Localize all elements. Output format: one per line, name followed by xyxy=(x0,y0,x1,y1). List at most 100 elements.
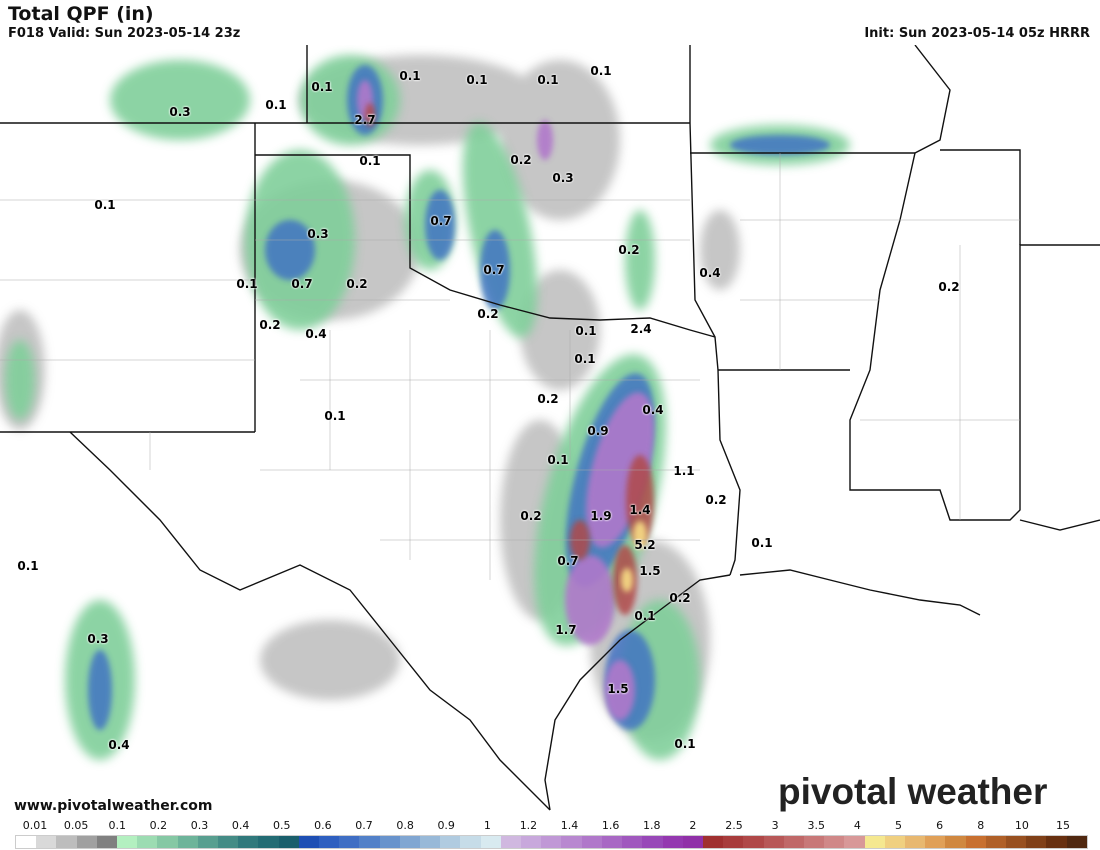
legend-label: 15 xyxy=(1056,819,1070,832)
qpf-label: 0.1 xyxy=(466,73,488,87)
legend-label: 0.01 xyxy=(22,819,48,832)
state-borders xyxy=(0,44,1100,811)
legend-label: 0.4 xyxy=(231,819,250,832)
legend-swatch xyxy=(197,836,219,848)
legend-labels: 0.01 0.05 0.1 0.2 0.3 0.4 0.5 0.6 0.7 0.8 0.9 1 1.2 1… xyxy=(0,819,1100,834)
legend-label: 1 xyxy=(483,819,491,832)
legend-swatch xyxy=(238,836,259,848)
qpf-label: 0.2 xyxy=(938,280,960,294)
legend-swatch xyxy=(56,836,77,848)
legend-swatch xyxy=(985,836,1006,848)
qpf-label: 0.7 xyxy=(557,554,579,568)
legend-swatch xyxy=(319,836,340,848)
legend-label: 0.9 xyxy=(437,819,455,832)
init-time: Init: Sun 2023-05-14 05z HRRR xyxy=(864,26,1090,41)
legend-label: 0.7 xyxy=(355,819,373,832)
legend-swatch xyxy=(1005,836,1027,848)
qpf-label: 1.9 xyxy=(590,509,612,523)
qpf-label: 0.4 xyxy=(108,738,130,752)
qpf-label: 0.1 xyxy=(399,69,421,83)
legend-swatch xyxy=(864,836,885,848)
legend-swatch xyxy=(480,836,501,848)
legend-label: 1.2 xyxy=(519,819,538,832)
legend-swatch xyxy=(521,836,542,848)
legend-swatch xyxy=(500,836,522,848)
legend-swatch xyxy=(298,836,320,848)
legend-swatch xyxy=(541,836,562,848)
qpf-label: 1.4 xyxy=(629,503,651,517)
qpf-label: 0.1 xyxy=(17,559,39,573)
map-canvas xyxy=(0,44,1100,815)
legend-swatch xyxy=(884,836,905,848)
qpf-label: 1.7 xyxy=(555,623,577,637)
valid-time: F018 Valid: Sun 2023-05-14 23z xyxy=(8,26,241,41)
legend-colorbar xyxy=(15,835,1088,849)
legend-label: 1.6 xyxy=(601,819,620,832)
qpf-label: 2.7 xyxy=(354,113,376,127)
qpf-label: 0.1 xyxy=(265,98,287,112)
legend-swatch xyxy=(783,836,804,848)
qpf-label: 0.1 xyxy=(547,453,569,467)
legend-swatch xyxy=(16,836,37,848)
qpf-label: 0.3 xyxy=(552,171,574,185)
legend-swatch xyxy=(440,836,461,848)
legend-swatch xyxy=(76,836,97,848)
qpf-label: 0.2 xyxy=(259,318,281,332)
qpf-label: 0.2 xyxy=(346,277,368,291)
legend-swatch xyxy=(96,836,118,848)
precipitation-map[interactable]: 0.1 0.1 0.1 0.1 0.1 0.3 0.1 2.7 0.1 0.2 … xyxy=(0,44,1100,815)
legend-swatch xyxy=(339,836,360,848)
qpf-label: 0.1 xyxy=(324,409,346,423)
legend-swatch xyxy=(117,836,138,848)
legend-swatch xyxy=(278,836,299,848)
qpf-label: 0.7 xyxy=(483,263,505,277)
legend-swatch xyxy=(399,836,421,848)
qpf-label: 0.2 xyxy=(510,153,532,167)
qpf-label: 0.2 xyxy=(618,243,640,257)
legend-label: 0.1 xyxy=(108,819,126,832)
legend-swatch xyxy=(803,836,825,848)
legend-swatch xyxy=(763,836,784,848)
legend-label: 6 xyxy=(936,819,944,832)
legend-swatch xyxy=(460,836,481,848)
precip-yellow-layer xyxy=(621,521,647,592)
qpf-label: 0.2 xyxy=(705,493,727,507)
legend-swatch xyxy=(844,836,865,848)
website-link[interactable]: www.pivotalweather.com xyxy=(14,798,213,814)
legend-swatch xyxy=(561,836,582,848)
qpf-label: 0.7 xyxy=(430,214,452,228)
legend-swatch xyxy=(177,836,198,848)
brand-logo: pivotal weather xyxy=(778,771,1048,812)
legend-swatch xyxy=(1046,836,1067,848)
legend-swatch xyxy=(1066,836,1087,848)
qpf-label: 0.2 xyxy=(477,307,499,321)
qpf-label: 0.2 xyxy=(669,591,691,605)
legend-swatch xyxy=(258,836,279,848)
qpf-label: 0.3 xyxy=(87,632,109,646)
legend-swatch xyxy=(682,836,703,848)
legend-label: 0.2 xyxy=(149,819,168,832)
legend-label: 3 xyxy=(771,819,779,832)
qpf-label: 0.2 xyxy=(537,392,559,406)
qpf-label: 0.1 xyxy=(311,80,333,94)
qpf-label: 0.1 xyxy=(575,324,597,338)
legend-label: 1.4 xyxy=(560,819,579,832)
qpf-label: 0.4 xyxy=(699,266,721,280)
qpf-label: 0.1 xyxy=(590,64,612,78)
legend-label: 0.3 xyxy=(190,819,209,832)
legend-swatch xyxy=(420,836,441,848)
qpf-label: 0.4 xyxy=(305,327,327,341)
legend-label: 10 xyxy=(1014,819,1029,832)
qpf-label: 0.1 xyxy=(634,609,656,623)
legend-swatch xyxy=(601,836,623,848)
qpf-label: 0.7 xyxy=(291,277,313,291)
legend-swatch xyxy=(622,836,643,848)
legend-swatch xyxy=(925,836,946,848)
legend-swatch xyxy=(157,836,178,848)
county-lines xyxy=(0,153,1020,580)
qpf-label: 0.3 xyxy=(307,227,329,241)
legend-label: 1.8 xyxy=(643,819,661,832)
precip-red-layer xyxy=(365,103,654,615)
legend-swatch xyxy=(137,836,158,848)
qpf-label: 0.3 xyxy=(169,105,191,119)
